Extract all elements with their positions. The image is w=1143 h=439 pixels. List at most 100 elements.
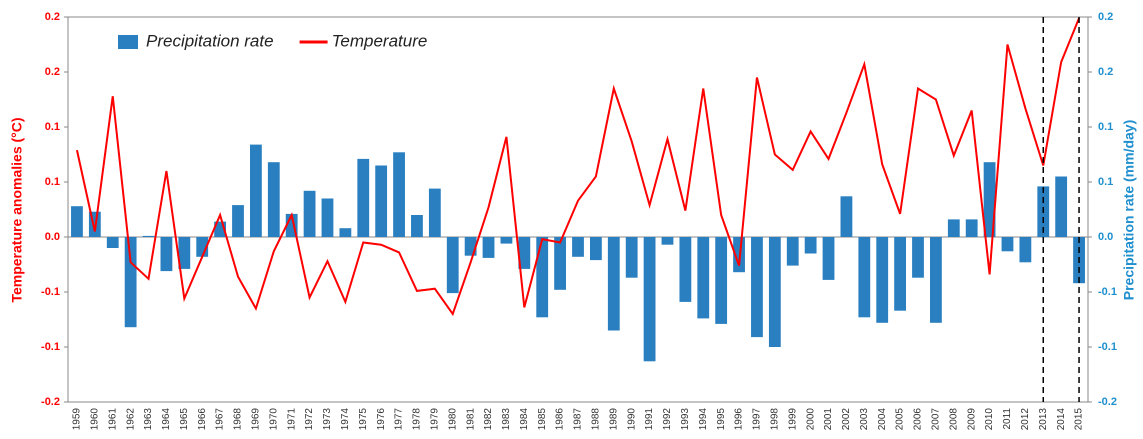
y-tick-label: 0.2 xyxy=(45,11,60,23)
x-tick-label: 1963 xyxy=(143,408,154,431)
x-tick-label: 1988 xyxy=(591,408,602,431)
bar xyxy=(71,206,83,237)
x-tick-label: 1972 xyxy=(304,408,315,431)
y-tick-label: 0.2 xyxy=(45,66,60,78)
x-tick-label: 2002 xyxy=(841,408,852,431)
x-tick-label: 1998 xyxy=(769,408,780,431)
y2-tick-label: 0.2 xyxy=(1098,66,1113,78)
bar xyxy=(303,190,316,237)
bar xyxy=(804,237,817,254)
x-tick-label: 1983 xyxy=(501,408,512,431)
x-tick-label: 1984 xyxy=(519,408,530,431)
x-tick-label: 1964 xyxy=(161,408,172,431)
y2-tick-label: -0.1 xyxy=(1098,341,1117,353)
x-tick-label: 1980 xyxy=(447,408,458,431)
x-tick-label: 1962 xyxy=(125,408,136,431)
y-tick-label: 0.1 xyxy=(45,176,60,188)
bar xyxy=(607,237,620,331)
bar xyxy=(124,237,137,328)
x-tick-label: 1968 xyxy=(233,408,244,431)
x-tick-label: 1979 xyxy=(429,408,440,431)
x-tick-label: 1976 xyxy=(376,408,387,431)
bar xyxy=(661,237,674,245)
x-tick-label: 1965 xyxy=(179,408,190,431)
y2-tick-label: 0.1 xyxy=(1098,176,1113,188)
x-tick-label: 2000 xyxy=(805,408,816,431)
bar xyxy=(643,237,656,362)
y2-tick-label: 0.1 xyxy=(1098,121,1113,133)
bar xyxy=(822,237,835,280)
x-tick-label: 1971 xyxy=(286,408,297,431)
x-tick-label: 1967 xyxy=(215,408,226,431)
x-tick-label: 1993 xyxy=(680,408,691,431)
bar xyxy=(267,162,280,237)
x-tick-label: 2005 xyxy=(895,408,906,431)
bar xyxy=(518,237,531,269)
x-tick-label: 2010 xyxy=(984,408,995,431)
bar xyxy=(1019,237,1032,263)
bar xyxy=(411,215,423,237)
x-tick-label: 1989 xyxy=(608,408,619,431)
legend-swatch xyxy=(118,35,138,49)
bar xyxy=(572,237,584,257)
bar xyxy=(858,237,871,318)
bar xyxy=(428,188,441,237)
y-tick-label: -0.2 xyxy=(41,396,60,408)
y2-tick-label: -0.1 xyxy=(1098,286,1117,298)
bar xyxy=(249,144,262,237)
x-tick-label: 2012 xyxy=(1020,408,1031,431)
bar xyxy=(214,221,227,237)
bar xyxy=(500,237,513,244)
bar xyxy=(142,235,155,237)
bar xyxy=(160,237,173,272)
x-tick-label: 2011 xyxy=(1002,408,1013,430)
x-tick-label: 2009 xyxy=(966,408,977,431)
x-tick-label: 2008 xyxy=(948,408,959,431)
x-tick-label: 1997 xyxy=(752,408,763,431)
y2-tick-label: 0.0 xyxy=(1098,231,1113,243)
bar xyxy=(751,237,763,338)
bar xyxy=(375,165,388,237)
bar xyxy=(679,237,692,302)
bar xyxy=(1055,176,1068,237)
x-tick-label: 1974 xyxy=(340,408,351,431)
x-tick-label: 1999 xyxy=(787,408,798,431)
bar xyxy=(106,237,119,248)
x-tick-label: 2004 xyxy=(877,408,888,431)
x-tick-label: 1986 xyxy=(555,408,566,431)
x-tick-label: 1985 xyxy=(537,408,548,431)
bar xyxy=(178,237,191,269)
bar xyxy=(965,219,978,237)
x-tick-label: 1978 xyxy=(412,408,423,431)
x-tick-label: 2013 xyxy=(1038,408,1049,431)
bar xyxy=(554,237,567,290)
x-tick-label: 1981 xyxy=(465,408,476,431)
legend-label: Temperature xyxy=(332,31,428,50)
bar xyxy=(321,198,334,237)
y-tick-label: -0.1 xyxy=(41,286,60,298)
bar xyxy=(894,237,907,311)
y2-axis-title: Precipitation rate (mm/day) xyxy=(1121,120,1137,301)
x-tick-label: 1973 xyxy=(322,408,333,431)
x-tick-label: 1994 xyxy=(698,408,709,431)
bar xyxy=(983,162,996,237)
bar xyxy=(196,237,209,257)
bar xyxy=(840,196,853,237)
x-tick-label: 2001 xyxy=(823,408,834,431)
x-tick-label: 1996 xyxy=(734,408,745,431)
bar xyxy=(947,219,960,237)
bar xyxy=(285,213,298,237)
bar xyxy=(339,228,352,237)
bar xyxy=(1001,237,1014,252)
x-tick-label: 1995 xyxy=(716,408,727,431)
x-tick-label: 1982 xyxy=(483,408,494,431)
bar xyxy=(393,152,405,237)
y-axis-title: Temperature anomalies (°C) xyxy=(9,117,25,302)
x-tick-label: 1990 xyxy=(626,408,637,431)
y-tick-label: 0.1 xyxy=(45,121,60,133)
bar xyxy=(715,237,728,324)
x-tick-label: 2003 xyxy=(859,408,870,431)
bar xyxy=(625,237,638,278)
bar xyxy=(876,237,889,323)
bar xyxy=(357,158,370,237)
